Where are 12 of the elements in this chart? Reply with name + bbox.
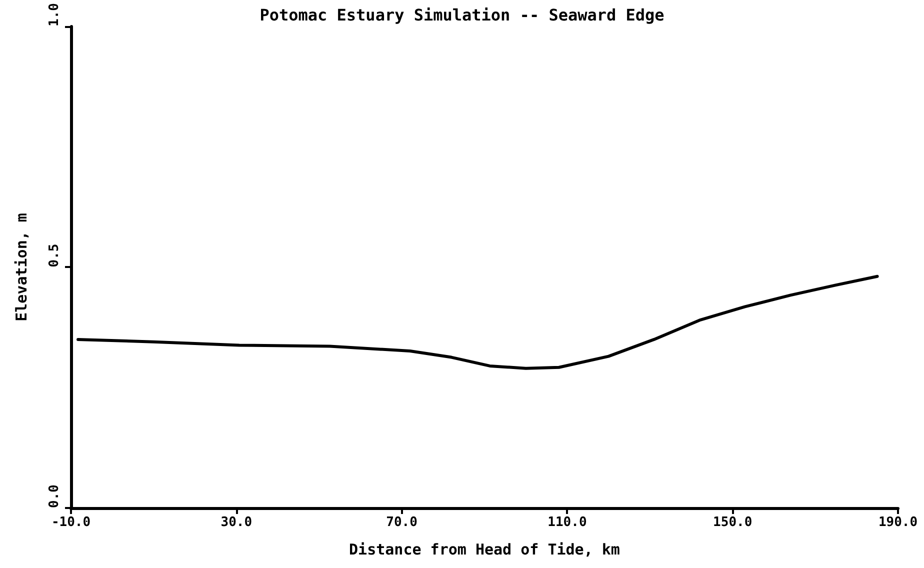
x-tick-label: -10.0: [51, 515, 91, 530]
x-tick-label: 190.0: [878, 515, 918, 530]
y-tick-label: 1.0: [47, 2, 62, 26]
x-tick-label: 30.0: [220, 515, 252, 530]
y-tick-label: 0.5: [47, 244, 62, 268]
y-tick-label: 0.0: [47, 484, 62, 508]
x-tick-label: 150.0: [713, 515, 752, 530]
x-tick-label: 70.0: [386, 515, 418, 530]
x-tick-label: 110.0: [548, 515, 587, 530]
y-axis-title: Elevation, m: [12, 213, 30, 322]
chart-title: Potomac Estuary Simulation -- Seaward Edge: [260, 6, 664, 24]
x-axis-title: Distance from Head of Tide, km: [349, 540, 620, 558]
